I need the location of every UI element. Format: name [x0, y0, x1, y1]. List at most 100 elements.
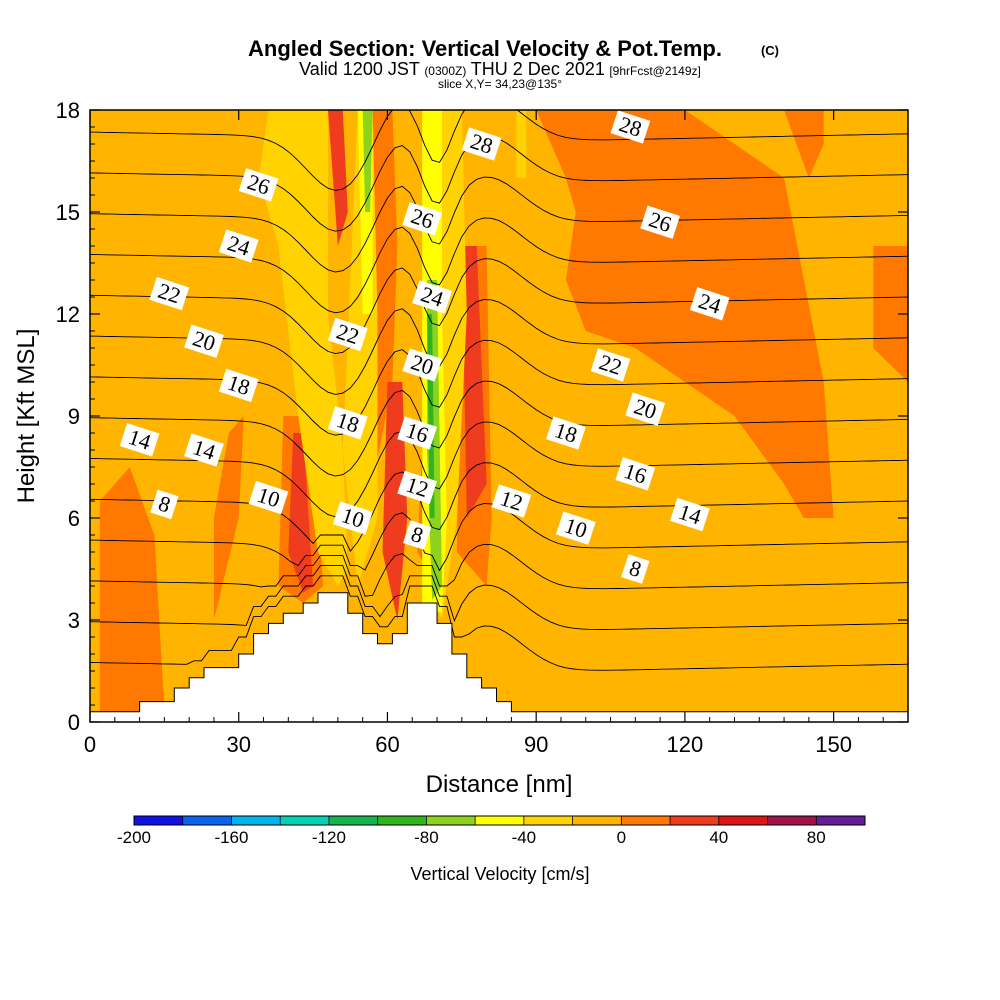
theta-contour-line [90, 110, 908, 191]
x-tick-label: 60 [375, 732, 399, 757]
contour-label-box [610, 110, 651, 144]
contour-label-box [119, 423, 160, 457]
contour-label-box [402, 202, 443, 236]
colorbar-tick-label: -200 [117, 828, 151, 847]
contour-label-box [149, 276, 190, 311]
y-tick-label: 3 [68, 608, 80, 633]
colorbar-tick-label: -120 [312, 828, 346, 847]
colorbar-tick-label: -40 [512, 828, 537, 847]
velocity-region [99, 467, 165, 712]
contour-label-box [248, 480, 289, 515]
colorbar-swatch [670, 816, 720, 825]
velocity-region [362, 110, 373, 212]
colorbar-swatch [475, 816, 525, 825]
x-axis-title: Distance [nm] [426, 771, 573, 798]
contour-label-22: 22 [149, 276, 190, 311]
theta-contour-line [90, 380, 908, 477]
colorbar-swatch [523, 816, 573, 825]
contour-label-8: 8 [403, 520, 432, 550]
x-tick-label: 120 [667, 732, 704, 757]
colorbar-tick-label: 40 [709, 828, 728, 847]
contour-label-box [332, 501, 373, 535]
chart-title-mark: (C) [761, 43, 779, 58]
y-axis-title: Height [Kft MSL] [13, 329, 40, 504]
contour-label-box [615, 457, 656, 491]
theta-contour-line [90, 565, 908, 630]
theta-contour-line [90, 176, 908, 273]
axes: 0 30 60 90 120 150 0 3 6 9 12 15 18 [56, 98, 908, 757]
theta-contour-line [90, 462, 908, 553]
chart-title: Angled Section: Vertical Velocity & Pot.… [248, 36, 722, 61]
colorbar-tick-label: -80 [414, 828, 439, 847]
colorbar-swatch [572, 816, 622, 825]
theta-contour-line [90, 575, 908, 671]
contour-label-box [218, 229, 259, 263]
colorbar-swatch [134, 816, 184, 825]
contour-label-box [625, 392, 666, 426]
velocity-region [784, 110, 824, 178]
contour-label-18: 18 [218, 368, 259, 403]
contour-label-box [670, 497, 710, 532]
velocity-region [873, 246, 908, 382]
slice-info: slice X,Y= 34,23@135° [438, 77, 562, 91]
colorbar-swatch [426, 816, 476, 825]
colorbar-tick-label: 0 [617, 828, 626, 847]
velocity-region [213, 416, 244, 620]
contour-label-box [218, 368, 259, 403]
y-tick-label: 6 [68, 506, 80, 531]
velocity-region [288, 433, 314, 593]
contour-label-box [184, 324, 224, 358]
contour-label-10: 10 [555, 511, 596, 545]
x-tick-label: 30 [226, 732, 250, 757]
contour-label-box [491, 484, 532, 518]
contour-label-box [412, 280, 452, 314]
contour-label-box [327, 406, 368, 440]
contour-label-20: 20 [184, 324, 224, 358]
theta-contour-line [90, 543, 908, 597]
valid-time: Valid 1200 JST (0300Z) THU 2 Dec 2021 [9… [299, 59, 701, 79]
y-tick-label: 0 [68, 710, 80, 735]
theta-contour-line [90, 421, 908, 518]
contour-label-box [546, 416, 586, 450]
y-tick-label: 18 [56, 98, 80, 123]
y-tick-label: 9 [68, 404, 80, 429]
colorbar-tick-label: 80 [807, 828, 826, 847]
colorbar-swatch [231, 816, 281, 825]
vertical-velocity-fill [90, 110, 908, 722]
contour-label-box [461, 127, 502, 161]
contour-label-box [402, 348, 443, 382]
x-tick-label: 0 [84, 732, 96, 757]
contour-label-box [150, 489, 179, 520]
colorbar-swatch [718, 816, 768, 825]
colorbar-tick-label: -160 [214, 828, 248, 847]
theta-contour-line [90, 299, 908, 395]
colorbar-swatch [377, 816, 427, 825]
contour-label-16: 16 [397, 416, 438, 450]
colorbar-title: Vertical Velocity [cm/s] [410, 864, 589, 884]
contour-label-box [397, 470, 438, 505]
colorbar: -200 -160 -120 -80 -40 0 40 80 [117, 815, 866, 847]
velocity-region [536, 110, 834, 518]
theta-contour-line [90, 258, 908, 355]
contour-label-16: 16 [615, 457, 656, 491]
contour-label-box [590, 348, 631, 382]
contour-label-14: 14 [184, 433, 224, 467]
contour-label-22: 22 [327, 317, 368, 352]
contour-label-box [397, 416, 438, 450]
x-tick-label: 90 [524, 732, 548, 757]
contour-label-box [403, 520, 432, 550]
chart-header: Angled Section: Vertical Velocity & Pot.… [248, 36, 779, 91]
velocity-region [461, 246, 487, 518]
contour-label-box [640, 205, 680, 239]
contour-label-box [184, 433, 224, 467]
contour-label-14: 14 [670, 497, 710, 532]
contour-label-box [689, 287, 730, 321]
theta-contour-line [90, 217, 908, 314]
colorbar-swatch [767, 816, 817, 825]
colorbar-swatch [182, 816, 232, 825]
terrain-profile [89, 592, 909, 723]
contour-label-14: 14 [119, 423, 160, 457]
colorbar-swatch [328, 816, 379, 825]
